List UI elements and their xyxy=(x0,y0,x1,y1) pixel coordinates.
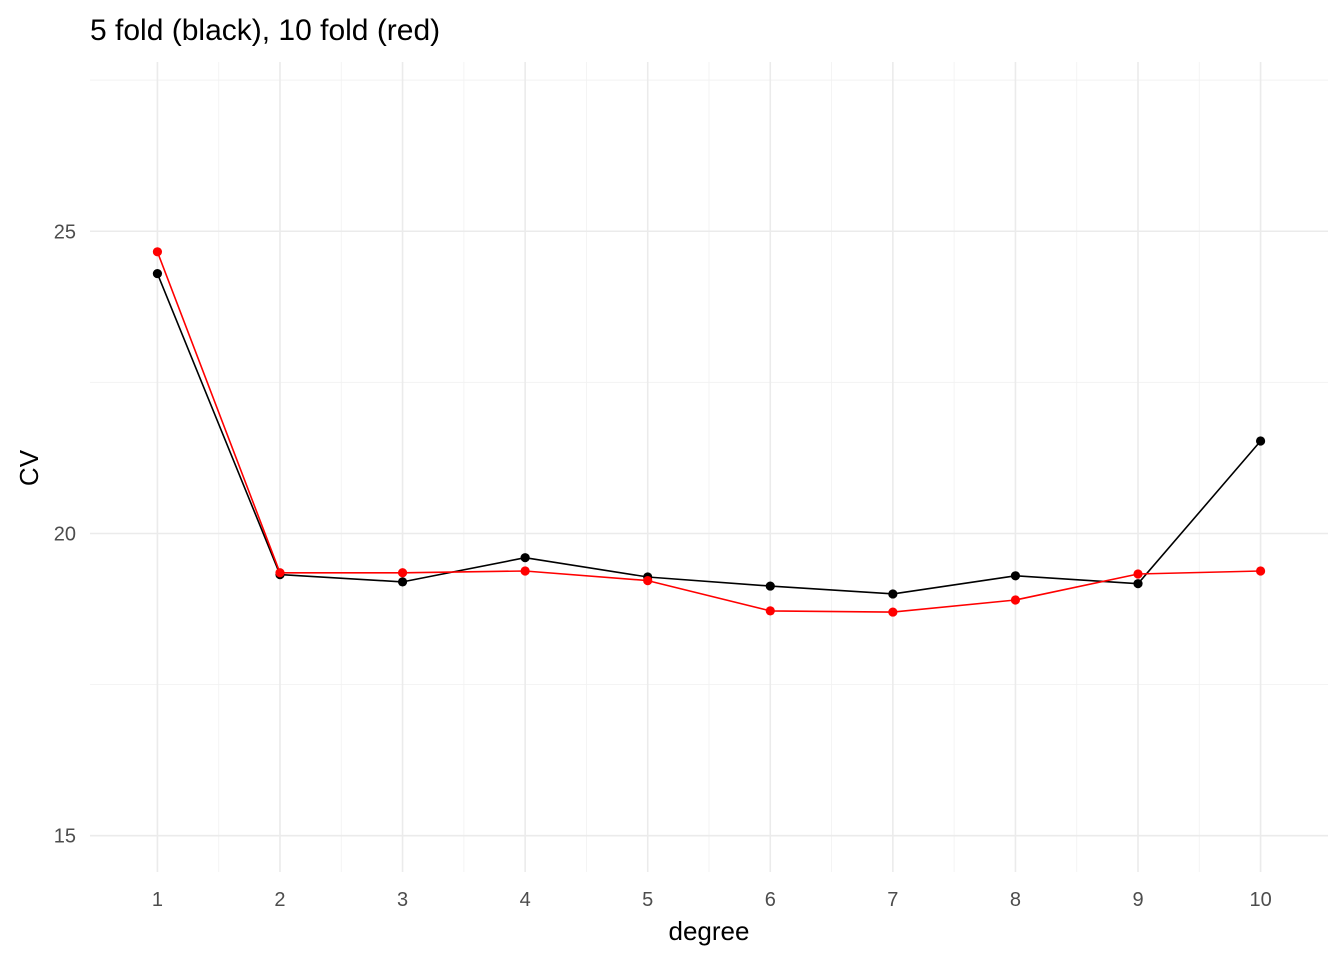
data-point xyxy=(1010,595,1021,605)
data-point xyxy=(397,577,408,587)
data-point xyxy=(275,568,285,578)
grid xyxy=(90,62,1328,872)
x-axis-ticks: 1 2 3 4 5 6 7 8 9 10 xyxy=(152,889,1272,911)
data-point xyxy=(765,581,775,591)
y-axis-ticks: 15 20 25 xyxy=(54,221,76,847)
series-line xyxy=(156,251,1261,613)
data-point xyxy=(1255,566,1266,576)
chart-title: 5 fold (black), 10 fold (red) xyxy=(90,14,440,47)
data-point xyxy=(520,566,530,576)
x-tick-label: 1 xyxy=(152,889,163,911)
x-tick-label: 9 xyxy=(1132,889,1143,911)
data-point xyxy=(1010,571,1021,581)
x-tick-label: 10 xyxy=(1249,889,1271,911)
x-tick-label: 4 xyxy=(520,889,531,911)
data-point xyxy=(1133,579,1143,589)
x-tick-label: 6 xyxy=(765,889,776,911)
series-line xyxy=(156,273,1262,595)
x-tick-label: 2 xyxy=(274,889,285,911)
x-tick-label: 8 xyxy=(1010,889,1021,911)
data-point xyxy=(397,568,408,578)
data-point xyxy=(765,606,775,616)
y-axis-title: CV xyxy=(14,449,44,486)
x-tick-label: 7 xyxy=(887,889,898,911)
x-tick-label: 5 xyxy=(642,889,653,911)
data-point xyxy=(1255,436,1266,446)
series-1 xyxy=(152,268,1266,599)
data-point xyxy=(1133,569,1143,579)
y-tick-label: 25 xyxy=(54,221,76,243)
x-axis-title: degree xyxy=(669,916,750,946)
data-point xyxy=(888,589,898,599)
series-2 xyxy=(152,247,1266,617)
series-layer xyxy=(152,247,1266,617)
data-point xyxy=(152,268,163,279)
data-point xyxy=(520,553,530,563)
data-point xyxy=(152,247,163,257)
y-tick-label: 15 xyxy=(54,826,76,848)
x-tick-label: 3 xyxy=(397,889,408,911)
data-point xyxy=(643,576,653,586)
data-point xyxy=(888,607,898,617)
y-tick-label: 20 xyxy=(54,523,76,545)
